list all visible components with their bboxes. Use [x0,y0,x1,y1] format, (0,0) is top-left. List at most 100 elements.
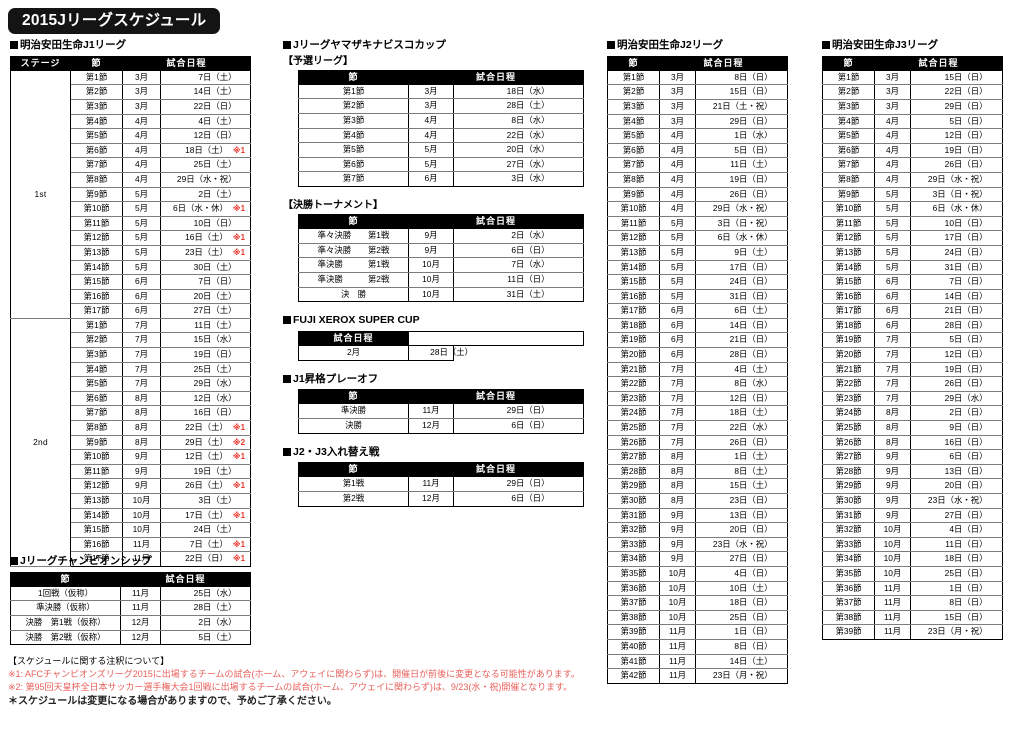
cell-month: 10月 [874,551,911,567]
table-row: 第31節 9月 27日（日） [822,507,1004,524]
cell-section: 第5節 [70,128,123,144]
cell-section: 第2戦 [298,490,409,507]
date-day-text: 29日（土） [185,436,228,447]
date-day-text: 17日（日） [944,232,988,243]
date-day-text: 31日（日） [944,261,988,272]
cell-date-day: 29日（土） ※2 [159,434,252,451]
cell-date-day: 16日（日） [909,434,1004,451]
col-header-section: 節 [70,55,123,71]
date-day-text: 15日（日） [944,611,988,622]
table-row: 第13節 5月 23日（土） ※1 [11,244,252,261]
date-day-text: 26日（日） [944,378,988,389]
cell-month: 9月 [659,507,696,524]
date-day-text: 17日（日） [729,261,773,272]
date-day-text: 12日（日） [729,392,773,403]
cell-date-day: 8日（日） [694,69,789,86]
cell-date-day: 16日（土） ※1 [159,230,252,246]
cell-month: 6月 [659,332,696,349]
date-day-text: 26日（日） [729,188,773,199]
cell-section: 第34節 [822,551,875,567]
cell-month: 9月 [408,242,454,259]
cell-section: 第15節 [607,274,660,290]
table-row: 第23節 7月 29日（水） [822,390,1004,407]
table-row: 第29節 8月 15日（土） [607,478,789,495]
date-day-text: 4日（日） [734,567,773,578]
footnote-1: ※1: AFCチャンピオンズリーグ2015に出場するチームの試合(ホーム、アウェ… [8,669,580,680]
cell-section: 第1戦 [298,476,409,492]
col-header-date: 試合日程 [658,55,789,71]
cell-month: 11月 [120,585,161,602]
col-header-stage: ステージ [10,55,71,71]
date-day-text: 15日（日） [729,86,773,97]
cell-month: 7月 [659,434,696,451]
table-header-row: 節 試合日程 [607,55,789,71]
cell-section: 第15節 [822,274,875,290]
j2-league-block: 明治安田生命J2リーグ 節 試合日程 第1節 3月 8日（日） 第2節 3月 15日（日）… [607,39,789,684]
nabisco-knockout-block: 【決勝トーナメント】 節 試合日程 準々決勝 第1戦 9月 2日（水） 準々決勝 第2… [283,200,585,303]
table-row: 第10節 4月 29日（水・祝） [607,201,789,217]
cell-section: 第35節 [822,565,875,582]
date-day-text: 3日（日・祝） [932,188,988,199]
table-row: 第12節 5月 17日（日） [822,230,1004,246]
footnote-title: 【スケジュールに関する注釈について】 [8,656,170,666]
cell-section: 第21節 [822,361,875,378]
cell-section: 第1節 [298,83,409,100]
cell-date-day: 6日（日） [452,417,585,434]
cell-section: 第34節 [607,551,660,567]
cell-month: 4月 [122,157,161,173]
cell-section: 準決勝 第2戦 [298,271,409,288]
table-row: 第27節 8月 1日（土） [607,449,789,465]
table-row: 第8節 4月 29日（水・祝） [822,171,1004,188]
cell-section: 第15節 [70,274,123,290]
cell-section: 第12節 [70,478,123,495]
table-header-row: 節 試合日程 [298,389,585,405]
nabisco-group-stage-subheading: 【予選リーグ】 [283,55,353,67]
table-row: 第2節 3月 14日（土） [11,84,252,100]
date-day-text: 22日（水） [506,129,550,140]
cell-date-day: 20日（水） [452,142,585,158]
table-row: 第20節 6月 28日（日） [607,347,789,363]
cell-stage: 2nd [10,317,71,567]
cell-section: 第36節 [607,580,660,597]
date-day-text: 20日（日） [944,480,988,491]
table-row: 第17節 11月 22日（日） ※1 [11,551,252,567]
table-row: 第15節 10月 24日（土） [11,522,252,538]
table-row: 第12節 5月 6日（水・休） [607,230,789,246]
cell-section: 第3節 [298,112,409,129]
cell-date-day: 11日（日） [909,536,1004,553]
date-day-text: 16日（日） [193,407,237,418]
col-header-section: 節 [822,55,875,71]
cell-date-day: 7日（水） [452,257,585,273]
cell-month: 4月 [874,171,911,188]
date-day-text: 25日（日） [729,611,773,622]
bullet-square-icon [283,41,291,49]
date-day-text: 22日（水） [729,422,773,433]
cell-month: 10月 [122,493,161,509]
date-day-text: 29日（日） [506,478,550,489]
table-row: 第17節 6月 27日（土） [11,303,252,319]
date-day-text: 17日（土） [185,509,228,520]
table-row: 第30節 9月 23日（水・祝） [822,493,1004,509]
cell-section: 第19節 [607,332,660,349]
table-row: 第10節 5月 6日（水・休） [822,201,1004,217]
cell-section: 第12節 [822,230,875,246]
cell-month: 9月 [659,522,696,538]
cell-date-day: 6日（水・休） [909,201,1004,217]
date-day-text: 25日（水） [193,587,237,598]
date-day-text: 18日（土） [729,407,773,418]
cell-date-day: 9日（日） [909,420,1004,436]
date-day-text: 3日（水） [511,173,550,184]
cell-month: 4月 [659,201,696,217]
cell-section: 第8節 [70,420,123,436]
cell-date-day: 27日（土） [159,303,252,319]
cell-month: 9月 [659,551,696,567]
date-day-text: 8日（日） [734,71,773,82]
date-day-text: 12日（日） [944,130,988,141]
cell-section: 第8節 [822,171,875,188]
table-row: 第15節 5月 24日（日） [607,274,789,290]
table-row: 1回戦（仮称） 11月 25日（水） [10,585,252,602]
cell-date-day: 4日（土） [159,113,252,130]
cell-date-day: 11日（土） [159,317,252,334]
date-day-text: 25日（日） [944,567,988,578]
date-day-text: 15日（水） [193,334,237,345]
